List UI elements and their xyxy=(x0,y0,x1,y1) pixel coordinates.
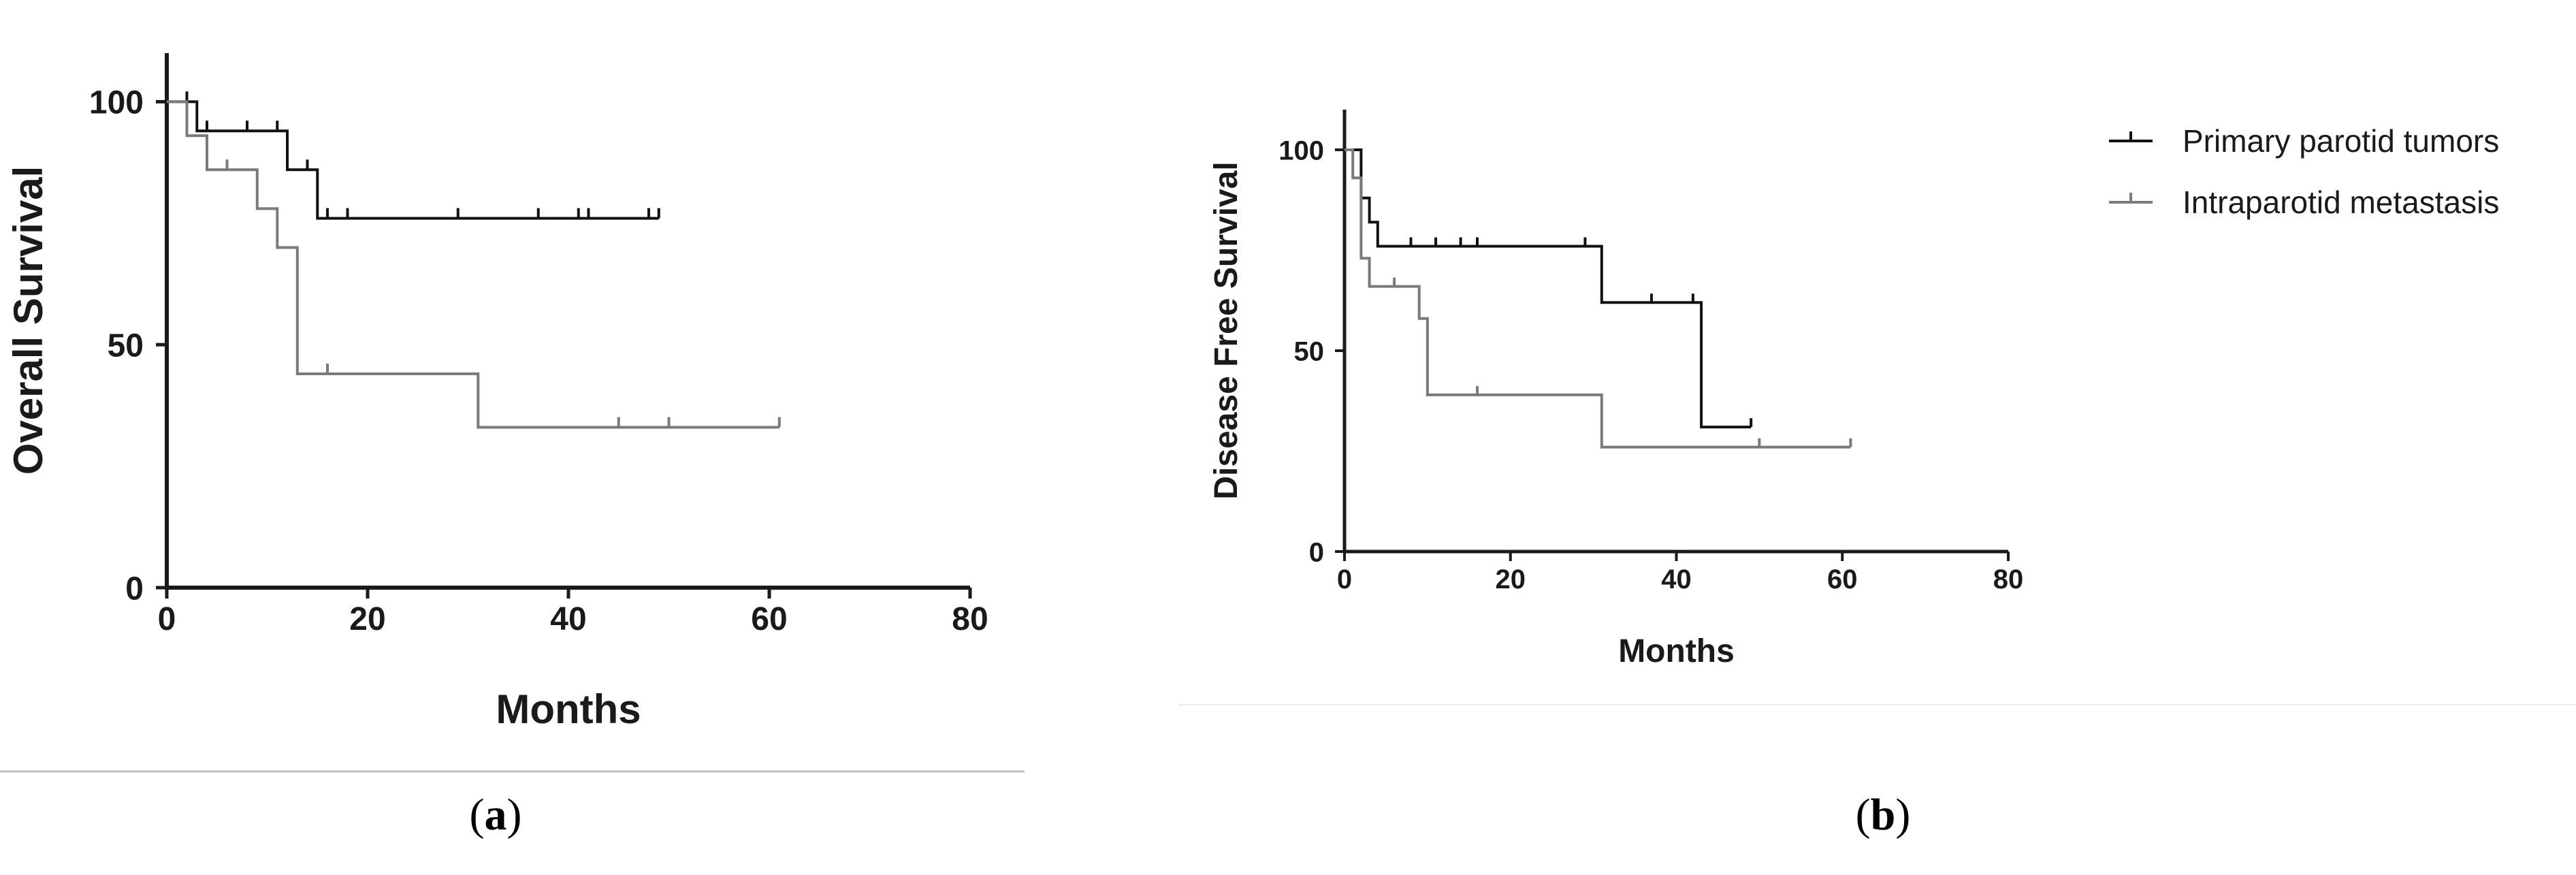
caption-b: (b) xyxy=(1856,790,1911,840)
y-tick-label: 100 xyxy=(1278,136,1324,165)
legend-label-primary: Primary parotid tumors xyxy=(2183,123,2499,159)
x-axis-title: Months xyxy=(1618,633,1735,669)
legend-label-metastasis: Intraparotid metastasis xyxy=(2183,185,2499,220)
series-line-metastasis xyxy=(1345,148,1851,449)
y-axis-title: Overall Survival xyxy=(5,166,51,475)
y-tick-label: 100 xyxy=(89,85,144,121)
x-tick-label: 0 xyxy=(158,601,176,637)
y-tick-label: 0 xyxy=(125,571,144,607)
x-tick-label: 60 xyxy=(1827,564,1858,594)
x-tick-label: 40 xyxy=(1661,564,1692,594)
y-tick-label: 0 xyxy=(1309,537,1324,567)
y-tick-label: 50 xyxy=(108,328,144,364)
x-axis-title: Months xyxy=(496,686,641,732)
x-tick-label: 80 xyxy=(1993,564,2024,594)
caption-a: (a) xyxy=(470,790,522,840)
x-tick-label: 40 xyxy=(550,601,586,637)
series-line-primary xyxy=(1345,148,1752,429)
x-tick-label: 80 xyxy=(952,601,988,637)
y-axis-title: Disease Free Survival xyxy=(1208,161,1244,499)
caption-letter-a: a xyxy=(485,790,507,840)
x-tick-label: 60 xyxy=(751,601,787,637)
x-tick-label: 0 xyxy=(1337,564,1352,594)
panel-b-chart: 0 20 40 60 80 0 50 100 Months Disease Free Surviv… xyxy=(1208,110,2023,669)
series-line-primary xyxy=(167,100,659,220)
panel-a-chart: 0 20 40 60 80 0 50 100 Months Overall Survival xyxy=(5,53,988,732)
y-tick-label: 50 xyxy=(1294,336,1325,366)
series-line-metastasis xyxy=(167,100,779,429)
legend: Primary parotid tumors Intraparotid meta… xyxy=(2109,123,2499,220)
x-tick-label: 20 xyxy=(349,601,385,637)
x-tick-label: 20 xyxy=(1496,564,1526,594)
caption-letter-b: b xyxy=(1871,790,1896,840)
